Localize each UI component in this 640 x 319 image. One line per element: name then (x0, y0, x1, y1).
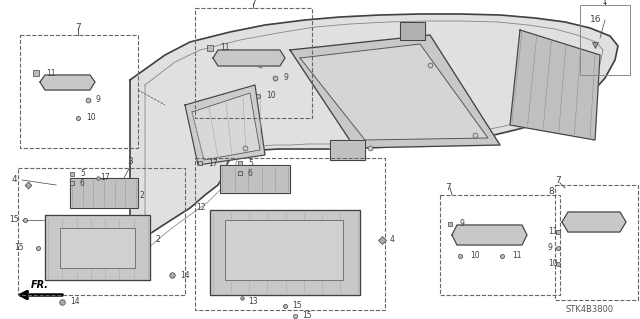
Bar (225, 220, 343, 280)
Bar (220, 165, 290, 193)
Bar (18, 168, 185, 295)
Text: 10: 10 (266, 92, 276, 100)
Bar (225, 220, 343, 280)
Polygon shape (40, 75, 95, 90)
Text: 10: 10 (470, 251, 479, 261)
Bar (60, 228, 135, 268)
Text: 5: 5 (80, 168, 85, 177)
Text: 14: 14 (70, 298, 79, 307)
Polygon shape (300, 44, 488, 140)
Polygon shape (185, 85, 265, 165)
Text: 17: 17 (100, 174, 109, 182)
Text: 6: 6 (80, 179, 85, 188)
Text: 9: 9 (460, 219, 465, 228)
Bar (20, 35, 138, 148)
Text: 15: 15 (14, 243, 24, 253)
Text: 16: 16 (590, 16, 602, 25)
Text: 11: 11 (46, 69, 56, 78)
Text: 4: 4 (12, 175, 18, 184)
Text: 11: 11 (512, 251, 522, 261)
Text: 3: 3 (127, 158, 133, 167)
Text: 15: 15 (292, 301, 301, 310)
Polygon shape (510, 30, 600, 140)
Polygon shape (213, 50, 285, 66)
Text: 7: 7 (445, 183, 451, 192)
Bar (70, 178, 138, 208)
Text: 11: 11 (220, 43, 230, 53)
Bar (580, 5, 630, 75)
Text: 2: 2 (155, 235, 160, 244)
Bar (400, 22, 425, 40)
Text: 15: 15 (9, 216, 19, 225)
Text: 7: 7 (250, 0, 256, 8)
Text: 10: 10 (548, 259, 557, 269)
Polygon shape (128, 14, 618, 280)
Bar (210, 210, 360, 295)
Text: 9: 9 (548, 243, 553, 253)
Text: 11: 11 (548, 227, 557, 236)
Bar (195, 8, 312, 118)
Bar (330, 140, 365, 160)
Text: 15: 15 (302, 311, 312, 319)
Text: 17: 17 (208, 159, 218, 167)
Polygon shape (192, 93, 260, 160)
Bar (195, 158, 385, 310)
Bar (70, 178, 138, 208)
Text: 7: 7 (75, 24, 81, 33)
Polygon shape (452, 225, 527, 245)
Text: 6: 6 (248, 168, 253, 177)
Text: 5: 5 (248, 159, 253, 167)
Text: STK4B3800: STK4B3800 (566, 306, 614, 315)
Text: 2: 2 (140, 190, 145, 199)
Text: 12: 12 (196, 203, 205, 211)
Text: FR.: FR. (31, 280, 49, 290)
Text: 8: 8 (548, 188, 554, 197)
Text: 1: 1 (602, 0, 608, 6)
Bar (60, 228, 135, 268)
Polygon shape (290, 35, 500, 148)
Bar (555, 185, 638, 300)
Text: 13: 13 (248, 298, 258, 307)
Text: 7: 7 (555, 176, 561, 185)
Text: 4: 4 (390, 235, 395, 244)
Bar (440, 195, 560, 295)
Bar (220, 165, 290, 193)
Bar (210, 210, 360, 295)
Text: 9: 9 (96, 95, 101, 105)
Text: 9: 9 (283, 73, 288, 83)
Polygon shape (562, 212, 626, 232)
Text: 10: 10 (86, 114, 95, 122)
Bar (400, 22, 425, 40)
Bar (330, 140, 365, 160)
Text: 14: 14 (180, 271, 189, 279)
Bar (45, 215, 150, 280)
Bar (45, 215, 150, 280)
